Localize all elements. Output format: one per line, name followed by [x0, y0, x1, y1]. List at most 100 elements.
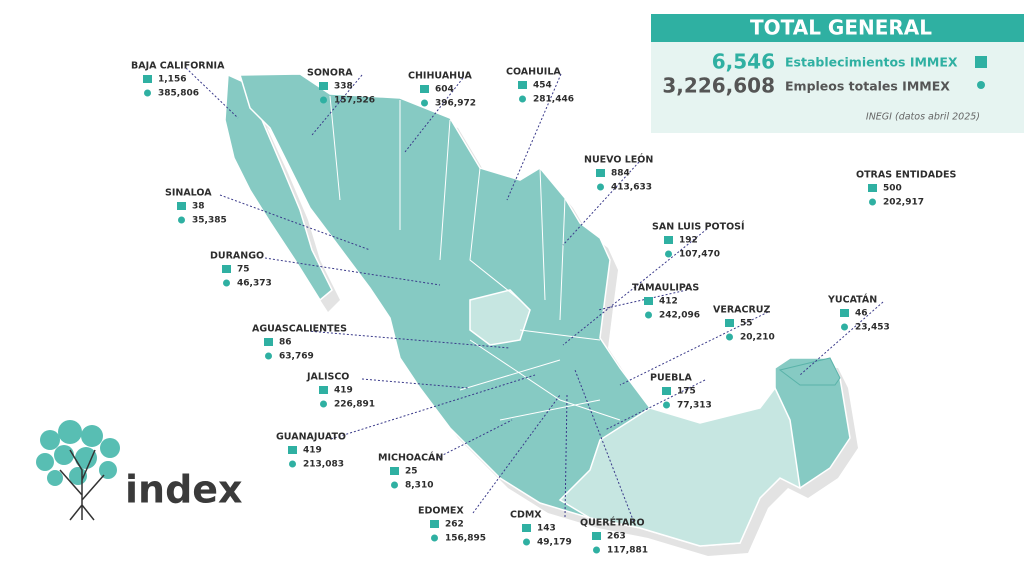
people-icon: [320, 400, 327, 408]
state-name: GUANAJUATO: [276, 432, 346, 443]
establishments: 175: [677, 387, 696, 397]
people-icon: [665, 250, 672, 258]
leader-line: [264, 257, 441, 286]
factory-icon: [840, 309, 849, 317]
establishments: 263: [607, 532, 626, 542]
total-panel: TOTAL GENERAL 6,546 Establecimientos IMM…: [651, 14, 1024, 133]
total-box: [651, 42, 1024, 133]
south-region: [558, 386, 801, 547]
people-icon: [519, 95, 526, 103]
people-icon: [223, 279, 230, 287]
state-label: CHIHUAHUA 604 396,972: [404, 71, 476, 153]
state-name: COAHUILA: [506, 67, 561, 78]
state-name: NUEVO LEÓN: [584, 154, 653, 166]
employees: 35,385: [192, 216, 227, 226]
employees: 281,446: [533, 95, 574, 105]
state-name: SAN LUIS POTOSÍ: [652, 221, 745, 233]
people-icon: [289, 460, 296, 468]
establishments: 338: [334, 82, 353, 92]
establishments: 55: [740, 319, 753, 329]
people-icon: [663, 401, 670, 409]
state-label: CDMX 143 49,179: [510, 394, 572, 548]
people-icon: [597, 183, 604, 191]
state-name: EDOMEX: [418, 506, 464, 517]
leader-line: [597, 289, 688, 311]
leader-line: [799, 301, 884, 376]
employees: 46,373: [237, 279, 272, 289]
employees: 49,179: [537, 538, 572, 548]
logo-tree: [36, 420, 120, 486]
people-icon: [144, 89, 151, 97]
factory-icon: [596, 169, 605, 177]
state-name: SONORA: [307, 68, 353, 79]
people-icon: [977, 81, 985, 89]
employees: 117,881: [607, 546, 648, 556]
establishments: 604: [435, 85, 454, 95]
leader-line: [604, 379, 706, 431]
state-name: CDMX: [510, 510, 542, 521]
employees: 242,096: [659, 311, 700, 321]
employees: 20,210: [740, 333, 775, 343]
employees: 8,310: [405, 481, 433, 491]
state-label: YUCATÁN 46 23,453: [799, 294, 890, 376]
leader-line: [311, 74, 363, 136]
factory-icon: [975, 56, 987, 68]
baja-peninsula: [224, 73, 333, 302]
logo-trunk: [59, 449, 105, 521]
establishments-label: Establecimientos IMMEX: [785, 55, 958, 70]
leader-line: [361, 378, 469, 389]
establishments: 25: [405, 467, 418, 477]
state-label: VERACRUZ 55 20,210: [619, 305, 775, 386]
leader-line: [619, 311, 769, 386]
people-icon: [391, 481, 398, 489]
establishments: 262: [445, 520, 464, 530]
employees: 77,313: [677, 401, 712, 411]
establishments: 884: [611, 169, 630, 179]
state-label: SONORA 338 157,526: [307, 68, 375, 136]
employees: 156,895: [445, 534, 486, 544]
logo-text: index: [125, 468, 243, 512]
employees-label: Empleos totales IMMEX: [785, 79, 950, 94]
state-label: MICHOACÁN 25 8,310: [378, 419, 513, 491]
state-label: SINALOA 38 35,385: [165, 188, 371, 251]
state-label: DURANGO 75 46,373: [210, 251, 441, 289]
state-label: BAJA CALIFORNIA 1,156 385,806: [131, 61, 239, 119]
total-title: TOTAL GENERAL: [750, 16, 932, 40]
map: [224, 73, 858, 556]
state-name: BAJA CALIFORNIA: [131, 61, 225, 72]
people-icon: [726, 333, 733, 341]
factory-icon: [177, 202, 186, 210]
yucatan-state: [778, 357, 841, 386]
establishments: 500: [883, 184, 902, 194]
establishments: 412: [659, 297, 678, 307]
state-label: QUERÉTARO 263 117,881: [574, 369, 648, 556]
people-icon: [841, 323, 848, 331]
factory-icon: [264, 338, 273, 346]
state-labels: BAJA CALIFORNIA 1,156 385,806 SONORA 338 157,…: [131, 61, 956, 556]
employees: 23,453: [855, 323, 890, 333]
factory-icon: [143, 75, 152, 83]
state-label: AGUASCALIENTES 86 63,769: [252, 324, 511, 362]
source: INEGI (datos abril 2025): [866, 112, 980, 123]
factory-icon: [420, 85, 429, 93]
leader-line: [564, 394, 568, 518]
leader-line: [472, 394, 561, 514]
state-name: JALISCO: [306, 372, 349, 383]
people-icon: [265, 352, 272, 360]
leader-line: [185, 67, 239, 119]
factory-icon: [319, 82, 328, 90]
factory-icon: [319, 386, 328, 394]
leader-line: [562, 228, 708, 346]
employees: 202,917: [883, 198, 924, 208]
employees: 413,633: [611, 183, 652, 193]
factory-icon: [662, 387, 671, 395]
state-name: VERACRUZ: [713, 305, 771, 316]
establishments: 38: [192, 202, 205, 212]
state-name: AGUASCALIENTES: [252, 324, 347, 335]
employees: 107,470: [679, 250, 720, 260]
factory-icon: [390, 467, 399, 475]
factory-icon: [518, 81, 527, 89]
state-label: OTRAS ENTIDADES 500 202,917: [856, 170, 956, 208]
employees: 213,083: [303, 460, 344, 470]
